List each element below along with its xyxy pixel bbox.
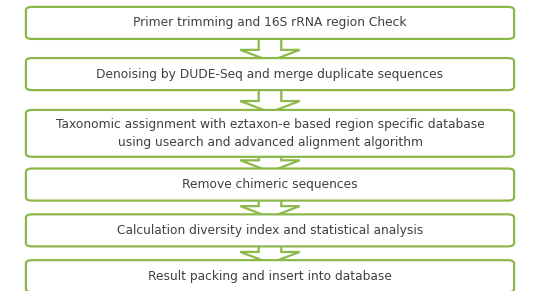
Text: Remove chimeric sequences: Remove chimeric sequences xyxy=(182,178,358,191)
Polygon shape xyxy=(240,87,300,112)
Text: Primer trimming and 16S rRNA region Check: Primer trimming and 16S rRNA region Chec… xyxy=(133,16,407,29)
Polygon shape xyxy=(240,198,300,217)
Polygon shape xyxy=(240,154,300,172)
FancyBboxPatch shape xyxy=(26,58,514,90)
FancyBboxPatch shape xyxy=(26,110,514,157)
FancyBboxPatch shape xyxy=(26,168,514,200)
Polygon shape xyxy=(240,243,300,263)
Polygon shape xyxy=(240,36,300,61)
Text: Result packing and insert into database: Result packing and insert into database xyxy=(148,270,392,283)
Text: Calculation diversity index and statistical analysis: Calculation diversity index and statisti… xyxy=(117,224,423,237)
FancyBboxPatch shape xyxy=(26,7,514,39)
Text: Denoising by DUDE-Seq and merge duplicate sequences: Denoising by DUDE-Seq and merge duplicat… xyxy=(97,68,443,81)
FancyBboxPatch shape xyxy=(26,260,514,291)
FancyBboxPatch shape xyxy=(26,214,514,246)
Text: Taxonomic assignment with eztaxon-e based region specific database
using usearch: Taxonomic assignment with eztaxon-e base… xyxy=(56,118,484,149)
